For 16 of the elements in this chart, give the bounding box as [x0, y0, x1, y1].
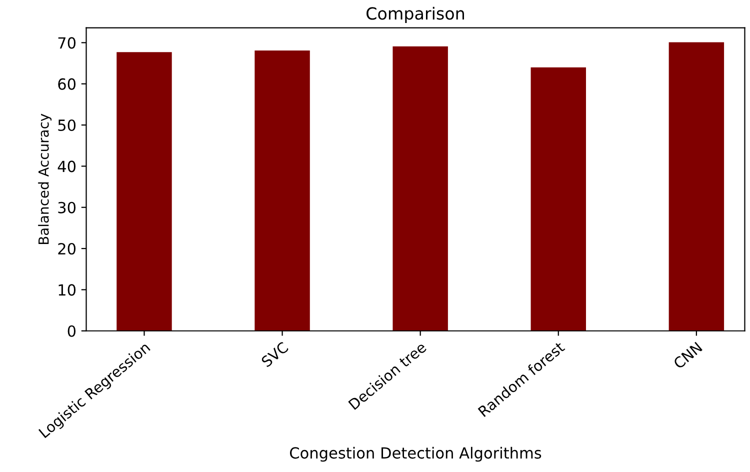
y-tick-label: 40 [58, 160, 76, 172]
bar [254, 50, 310, 331]
bar [530, 67, 586, 331]
y-tick-label: 0 [68, 325, 76, 337]
bar [668, 42, 724, 331]
y-tick-label: 50 [58, 119, 76, 132]
x-axis-title: Congestion Detection Algorithms [290, 446, 542, 462]
bar [392, 46, 448, 331]
y-tick-label: 60 [58, 78, 76, 90]
bar [116, 52, 172, 331]
y-axis-title: Balanced Accuracy [38, 114, 52, 244]
y-tick-label: 10 [58, 284, 76, 296]
y-tick-label: 20 [58, 242, 76, 255]
y-tick-label: 30 [58, 202, 76, 214]
y-tick-label: 70 [58, 37, 76, 49]
chart-title: Comparison [366, 6, 464, 23]
